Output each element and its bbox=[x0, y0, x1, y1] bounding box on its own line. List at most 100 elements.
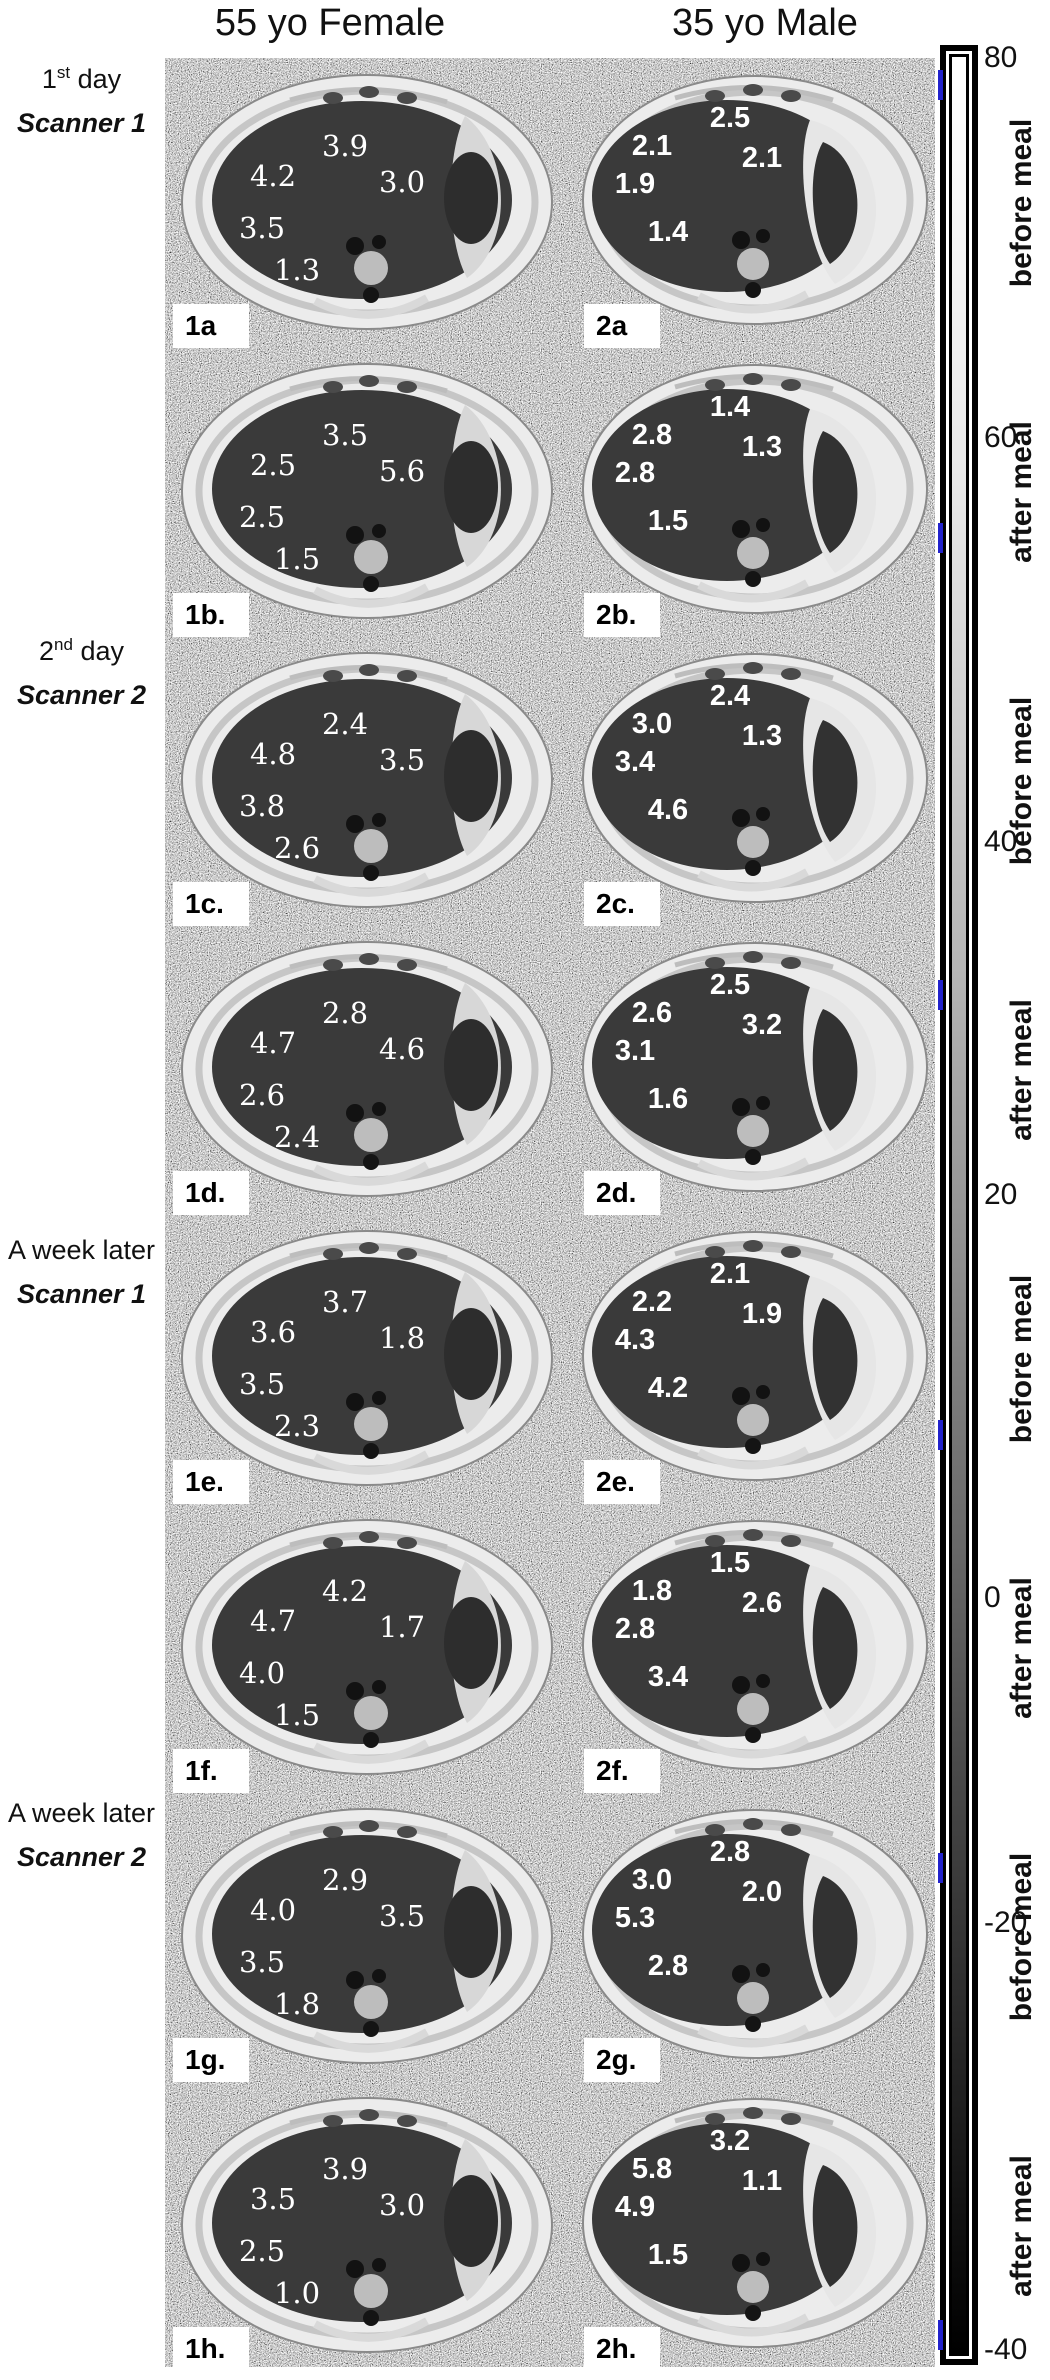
measurement-value: 1.7 bbox=[378, 1610, 426, 1644]
intensity-colorbar bbox=[940, 45, 978, 2365]
mri-panel-1c: 2.4 3.5 4.8 3.8 2.6 1c. bbox=[165, 636, 555, 926]
measurement-value: 2.4 bbox=[273, 1120, 321, 1154]
measurement-value: 2.6 bbox=[741, 1587, 783, 1619]
panel-label: 2f. bbox=[584, 1749, 660, 1793]
mri-panel-1d: 2.8 4.6 4.7 2.6 2.4 1d. bbox=[165, 925, 555, 1215]
measurement-value: 3.5 bbox=[378, 743, 426, 777]
panel-label: 1a bbox=[173, 304, 249, 348]
meal-state-label: before meal bbox=[996, 58, 1048, 347]
measurement-value: 3.7 bbox=[321, 1285, 369, 1319]
colorbar-tick-label: 0 bbox=[984, 1581, 1001, 1614]
measurement-value: 3.4 bbox=[647, 1661, 689, 1693]
session-day: A week later bbox=[7, 1798, 156, 1828]
measurement-value: 2.5 bbox=[238, 2234, 286, 2268]
measurement-value: 3.5 bbox=[238, 211, 286, 245]
colorbar-tick-label: -40 bbox=[984, 2333, 1028, 2366]
panel-label: 1g. bbox=[173, 2038, 249, 2082]
colorbar-tick-label: 80 bbox=[984, 41, 1018, 74]
measurement-value: 1.3 bbox=[273, 253, 321, 287]
session-label-day2: 2nd day Scanner 2 bbox=[0, 628, 163, 712]
session-scanner: Scanner 1 bbox=[16, 1279, 147, 1309]
session-scanner: Scanner 2 bbox=[16, 680, 147, 710]
measurement-value: 2.1 bbox=[741, 142, 783, 174]
mri-panel-2g: 2.8 3.0 2.0 5.3 2.8 2g. bbox=[555, 1792, 935, 2082]
measurement-value: 3.9 bbox=[321, 2152, 369, 2186]
meal-state-label: after meal bbox=[996, 1503, 1048, 1792]
mri-panel-2d: 2.5 2.6 3.2 3.1 1.6 2d. bbox=[555, 925, 935, 1215]
meal-state-text: after meal bbox=[1005, 2154, 1038, 2297]
mri-panel-1h: 3.9 3.0 3.5 2.5 1.0 1h. bbox=[165, 2081, 555, 2371]
meal-state-text: after meal bbox=[1005, 998, 1038, 1141]
mri-panel-2h: 3.2 5.8 1.1 4.9 1.5 2h. bbox=[555, 2081, 935, 2371]
panel-label: 2b. bbox=[584, 593, 660, 637]
measurement-value: 3.2 bbox=[709, 2125, 751, 2157]
measurement-value: 5.3 bbox=[614, 1902, 656, 1934]
measurement-value: 3.4 bbox=[614, 746, 656, 778]
panel-label: 2a bbox=[584, 304, 660, 348]
mri-panel-1e: 3.7 1.8 3.6 3.5 2.3 1e. bbox=[165, 1214, 555, 1504]
mri-panel-1a: 3.9 3.0 4.2 3.5 1.3 1a bbox=[165, 58, 555, 348]
measurement-value: 2.8 bbox=[614, 457, 656, 489]
measurement-value: 2.4 bbox=[321, 707, 369, 741]
measurement-value: 2.8 bbox=[321, 996, 369, 1030]
measurement-value: 4.0 bbox=[238, 1656, 286, 1690]
measurement-value: 3.6 bbox=[249, 1315, 297, 1349]
measurement-value: 1.5 bbox=[273, 1698, 321, 1732]
colorbar-gradient bbox=[952, 57, 966, 2353]
measurement-value: 1.3 bbox=[741, 720, 783, 752]
measurement-value: 4.8 bbox=[249, 737, 297, 771]
mri-panel-1g: 2.9 3.5 4.0 3.5 1.8 1g. bbox=[165, 1792, 555, 2082]
session-scanner: Scanner 2 bbox=[16, 1842, 147, 1872]
measurement-value: 1.5 bbox=[647, 2239, 689, 2271]
measurement-value: 3.5 bbox=[321, 418, 369, 452]
mri-panel-2f: 1.5 1.8 2.6 2.8 3.4 2f. bbox=[555, 1503, 935, 1793]
measurement-value: 3.5 bbox=[238, 1945, 286, 1979]
measurement-value: 2.9 bbox=[321, 1863, 369, 1897]
session-day: 1st day bbox=[41, 63, 122, 94]
measurement-value: 1.1 bbox=[741, 2165, 783, 2197]
measurement-value: 2.1 bbox=[709, 1258, 751, 1290]
measurement-value: 2.5 bbox=[709, 969, 751, 1001]
measurement-value: 3.0 bbox=[378, 165, 426, 199]
mri-panel-2c: 2.4 3.0 1.3 3.4 4.6 2c. bbox=[555, 636, 935, 926]
measurement-value: 4.0 bbox=[249, 1893, 297, 1927]
panel-label: 1f. bbox=[173, 1749, 249, 1793]
measurement-value: 4.6 bbox=[647, 794, 689, 826]
measurement-value: 1.8 bbox=[378, 1321, 426, 1355]
measurement-value: 3.0 bbox=[631, 1864, 673, 1896]
meal-state-label: after meal bbox=[996, 2081, 1048, 2370]
panel-label: 1b. bbox=[173, 593, 249, 637]
colorbar-tick-label: 40 bbox=[984, 825, 1018, 858]
panel-label: 2c. bbox=[584, 882, 660, 926]
colorbar-tick-label: 60 bbox=[984, 421, 1018, 454]
measurement-value: 1.9 bbox=[614, 168, 656, 200]
measurement-value: 3.5 bbox=[249, 2182, 297, 2216]
measurement-value: 4.7 bbox=[249, 1604, 297, 1638]
session-label-week-later-2: A week later Scanner 2 bbox=[0, 1796, 163, 1874]
panel-label: 2e. bbox=[584, 1460, 660, 1504]
measurement-value: 4.9 bbox=[614, 2191, 656, 2223]
session-label-day1: 1st day Scanner 1 bbox=[0, 56, 163, 140]
column-title-female: 55 yo Female bbox=[214, 2, 446, 44]
column-title-male: 35 yo Male bbox=[672, 2, 858, 44]
measurement-value: 1.8 bbox=[273, 1987, 321, 2021]
measurement-value: 1.6 bbox=[647, 1083, 689, 1115]
colorbar-frame bbox=[946, 51, 972, 2359]
measurement-value: 2.0 bbox=[741, 1876, 783, 1908]
meal-state-label: before meal bbox=[996, 1214, 1048, 1503]
panel-label: 1h. bbox=[173, 2327, 249, 2371]
panel-label: 2g. bbox=[584, 2038, 660, 2082]
measurement-value: 3.9 bbox=[321, 129, 369, 163]
measurement-value: 1.5 bbox=[273, 542, 321, 576]
mri-panel-2a: 2.5 2.1 2.1 1.9 1.4 2a bbox=[555, 58, 935, 348]
measurement-value: 1.9 bbox=[741, 1298, 783, 1330]
colorbar-blue-mark bbox=[938, 1420, 943, 1450]
measurement-value: 1.3 bbox=[741, 431, 783, 463]
measurement-value: 1.4 bbox=[647, 216, 689, 248]
measurement-value: 2.8 bbox=[709, 1836, 751, 1868]
measurement-value: 2.3 bbox=[273, 1409, 321, 1443]
meal-state-text: before meal bbox=[1005, 1274, 1038, 1443]
meal-state-label: after meal bbox=[996, 347, 1048, 636]
measurement-value: 4.3 bbox=[614, 1324, 656, 1356]
session-scanner: Scanner 1 bbox=[16, 108, 147, 138]
